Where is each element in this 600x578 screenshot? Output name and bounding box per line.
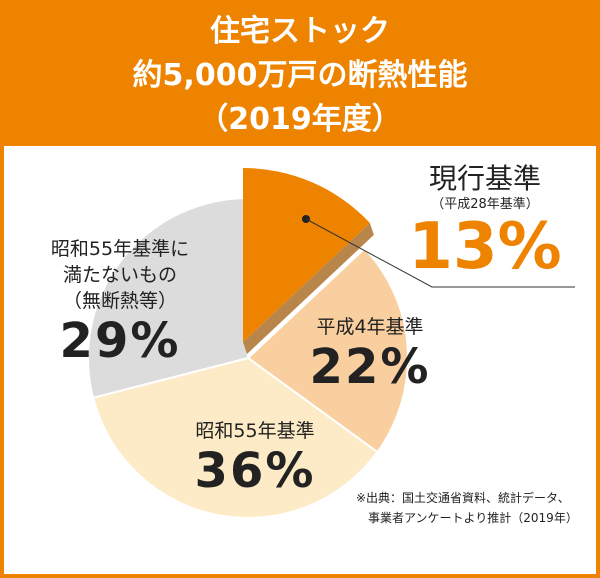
title-line1: 住宅ストック [210,14,390,49]
label-h4: 平成4年基準 22% [290,314,450,394]
value-label: 22% [309,339,431,395]
slice-current-edge [243,222,374,354]
value-label: 29% [59,313,181,369]
value-label: 13% [408,210,562,284]
slice-s55 [91,356,379,519]
label-s55: 昭和55年基準 36% [165,418,345,498]
value-label: 36% [194,443,316,499]
title-line3: （2019年度） [198,102,402,137]
source-line1: ※出典：国土交通省資料、統計データ、 [356,491,570,505]
label-text: 現行基準 [428,162,541,195]
label-text: 満たないもの [62,264,177,286]
label-sub: （無断熱等） [62,290,177,312]
leader-line [305,218,575,288]
source-note: ※出典：国土交通省資料、統計データ、 事業者アンケートより推計（2019年） [356,488,578,528]
slice-h4 [246,247,409,454]
label-sub: （平成28年基準） [431,197,539,212]
label-current: 現行基準 （平成28年基準） 13% [400,162,570,280]
slice-s55-below [87,196,249,400]
slice-current [243,168,370,342]
label-s55-below: 昭和55年基準に 満たないもの （無断熱等） 29% [20,236,220,368]
source-line2: 事業者アンケートより推計（2019年） [368,511,578,525]
label-text: 昭和55年基準 [195,420,315,442]
label-text: 平成4年基準 [316,316,424,338]
title-line2: 約5,000万戸の断熱性能 [132,58,468,93]
label-text: 昭和55年基準に [50,238,190,260]
header: 住宅ストック 約5,000万戸の断熱性能 （2019年度） [0,0,600,146]
